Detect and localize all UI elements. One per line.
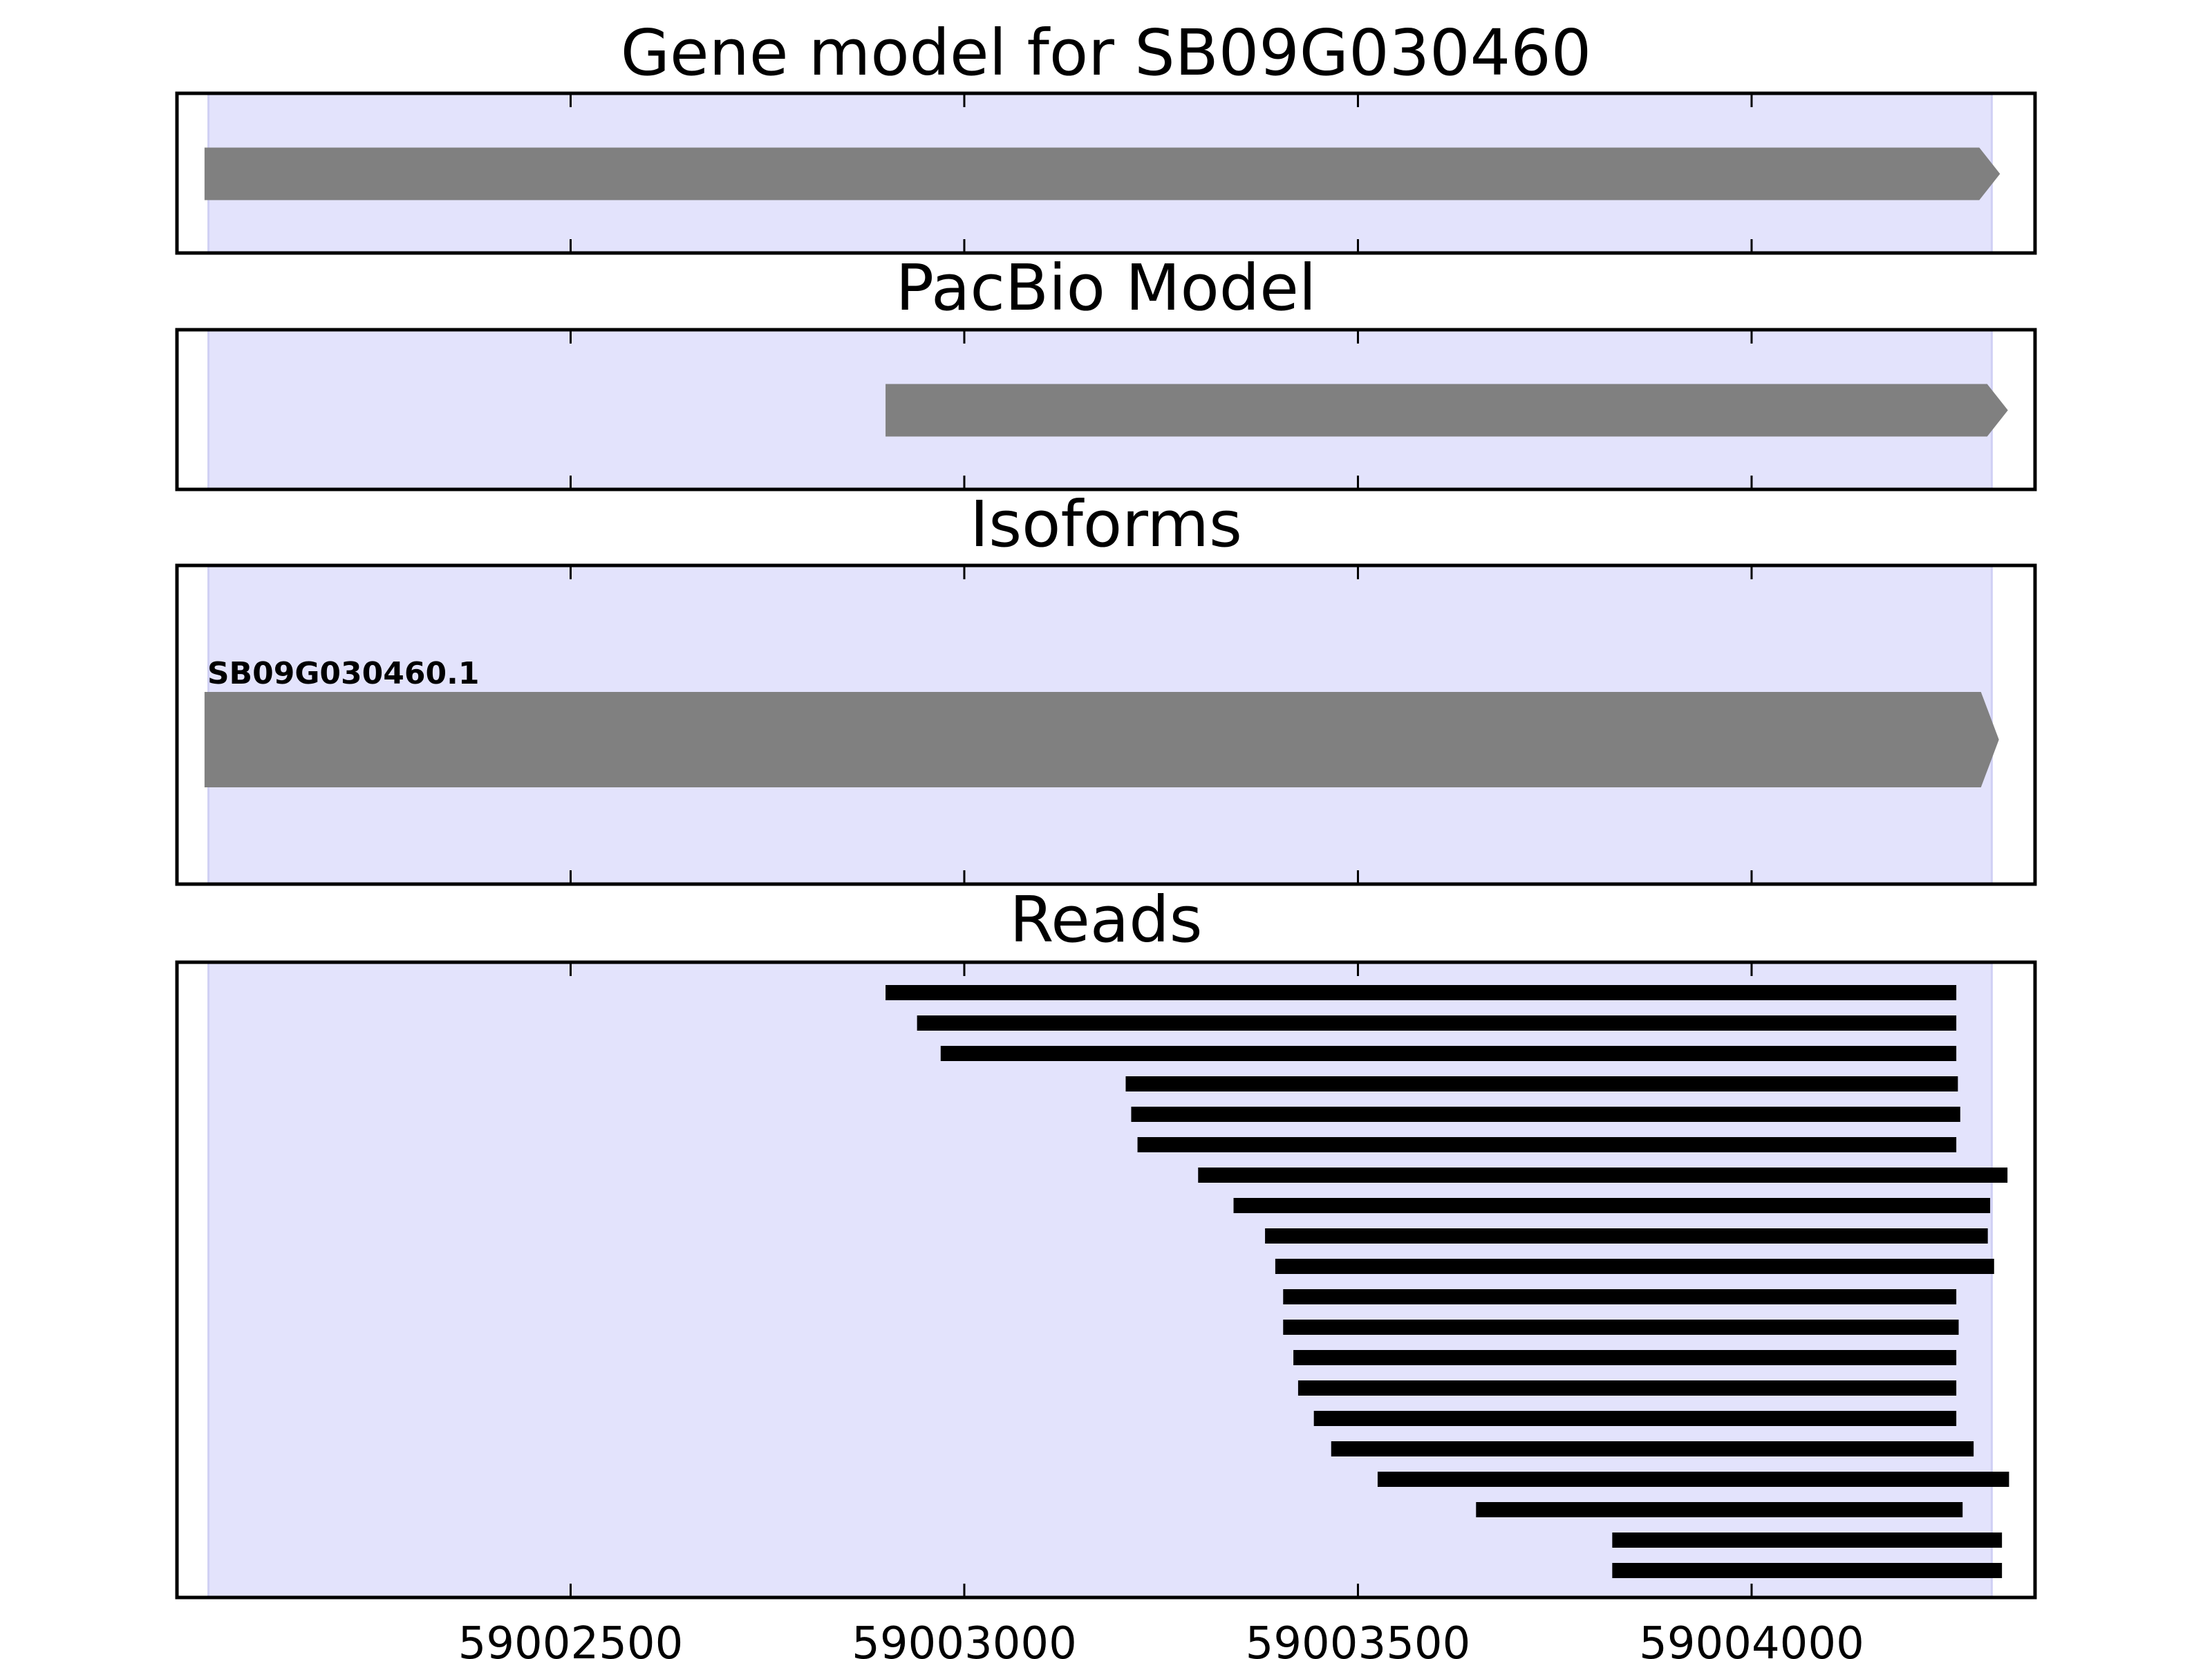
panel-frame: [175, 960, 2037, 1600]
x-tick-label: 59004000: [1639, 1618, 1864, 1659]
panel-title: Isoforms: [970, 487, 1242, 561]
panel-pacbio: PacBio Model: [175, 251, 2037, 491]
panel-title: PacBio Model: [896, 251, 1317, 325]
panel-reads: Reads: [175, 883, 2037, 1600]
panel-title: Reads: [1009, 883, 1202, 957]
panel-frame: [175, 91, 2037, 255]
x-tick-label: 59002500: [458, 1618, 684, 1659]
panel-gene: Gene model for SB09G030460: [175, 16, 2037, 255]
feature-arrow: [204, 692, 1999, 787]
feature-arrow: [885, 384, 2008, 437]
highlight-region: [207, 961, 1993, 1599]
panel-frame: [175, 563, 2037, 886]
isoform-label: SB09G030460.1: [207, 656, 480, 691]
panel-frame: [175, 328, 2037, 491]
x-tick-label: 59003500: [1246, 1618, 1471, 1659]
feature-arrow: [204, 147, 2000, 200]
x-tick-label: 59003000: [852, 1618, 1077, 1659]
panel-isoforms: Isoforms SB09G030460.1: [175, 487, 2037, 886]
panel-title: Gene model for SB09G030460: [621, 16, 1592, 90]
